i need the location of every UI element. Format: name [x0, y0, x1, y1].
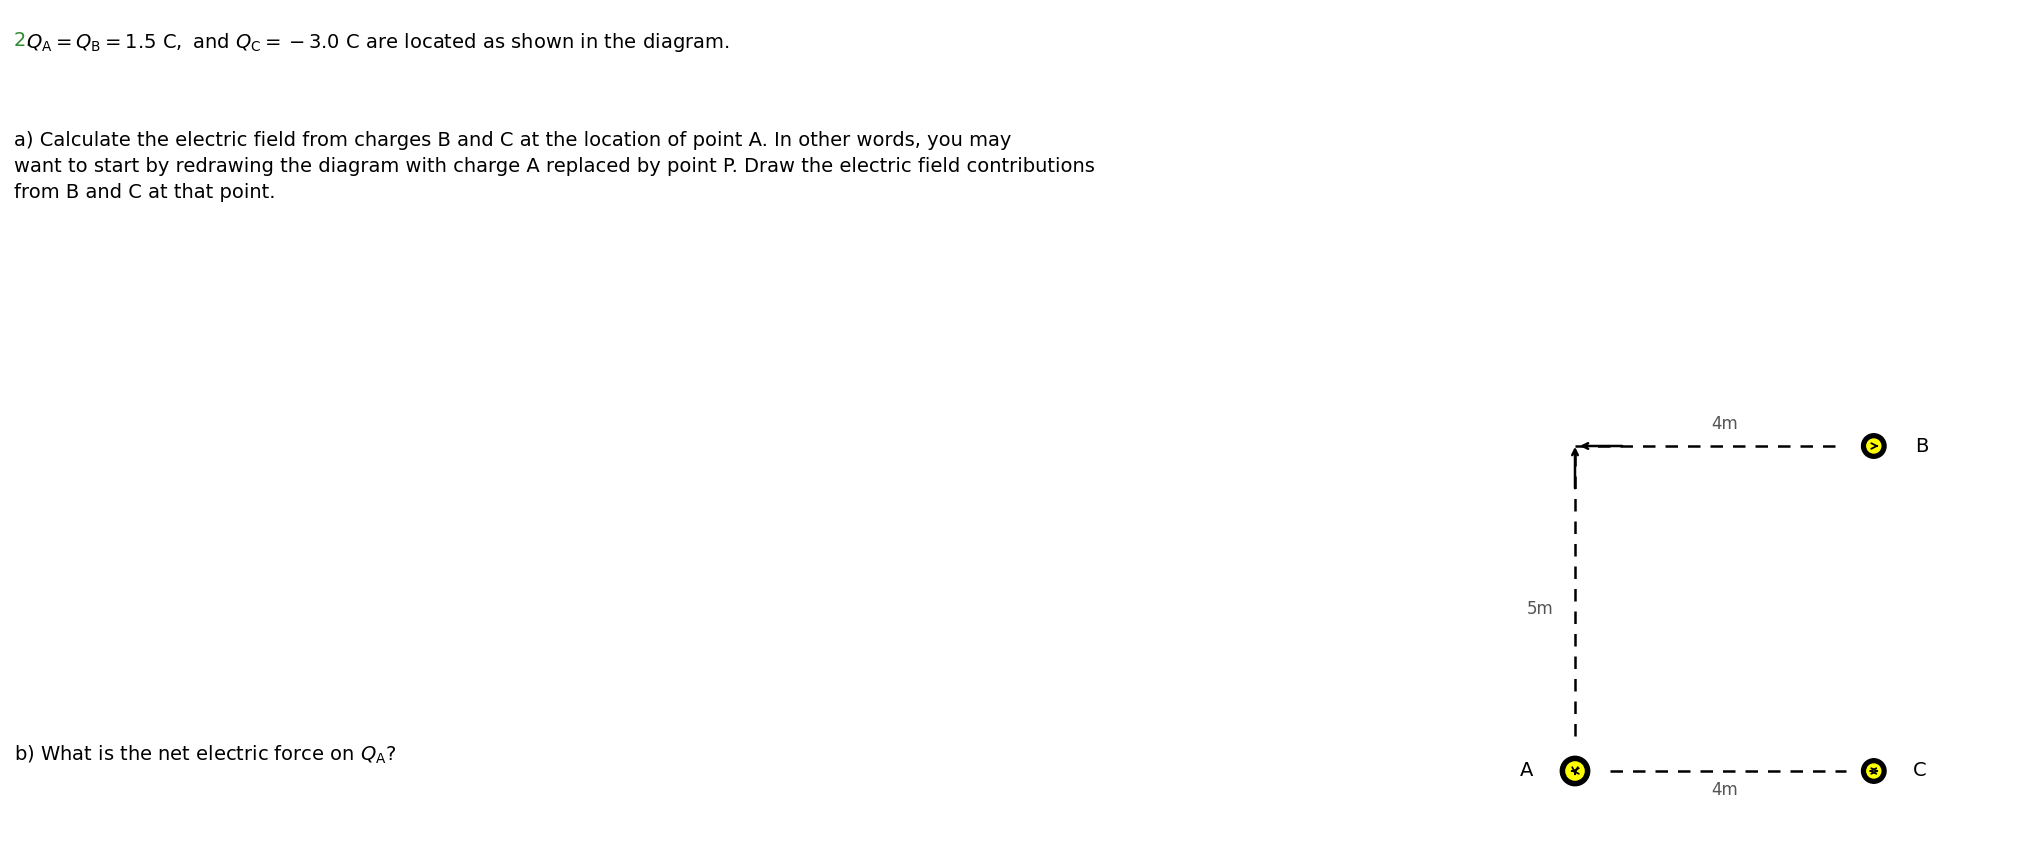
Circle shape [1866, 439, 1880, 453]
Text: 5m: 5m [1526, 599, 1554, 618]
Text: B: B [1915, 437, 1929, 455]
Text: $Q_\mathrm{A} = Q_\mathrm{B} = 1.5\ \mathrm{C,\ and}\ Q_\mathrm{C} = -3.0\ \math: $Q_\mathrm{A} = Q_\mathrm{B} = 1.5\ \mat… [14, 31, 729, 54]
Text: 4m: 4m [1712, 415, 1738, 433]
Circle shape [1862, 434, 1886, 458]
Text: b) What is the net electric force on $Q_\mathrm{A}$?: b) What is the net electric force on $Q_… [14, 744, 397, 766]
Text: want to start by redrawing the diagram with charge A replaced by point P. Draw t: want to start by redrawing the diagram w… [14, 157, 1094, 176]
Text: 4m: 4m [1712, 781, 1738, 799]
Circle shape [1560, 757, 1590, 785]
Text: C: C [1913, 762, 1927, 780]
Circle shape [1866, 764, 1880, 778]
Text: A: A [1520, 762, 1534, 780]
Text: from B and C at that point.: from B and C at that point. [14, 183, 276, 202]
Circle shape [1566, 762, 1584, 780]
Text: 2.: 2. [14, 31, 32, 50]
Circle shape [1862, 759, 1886, 783]
Text: a) Calculate the electric field from charges B and C at the location of point A.: a) Calculate the electric field from cha… [14, 131, 1011, 150]
